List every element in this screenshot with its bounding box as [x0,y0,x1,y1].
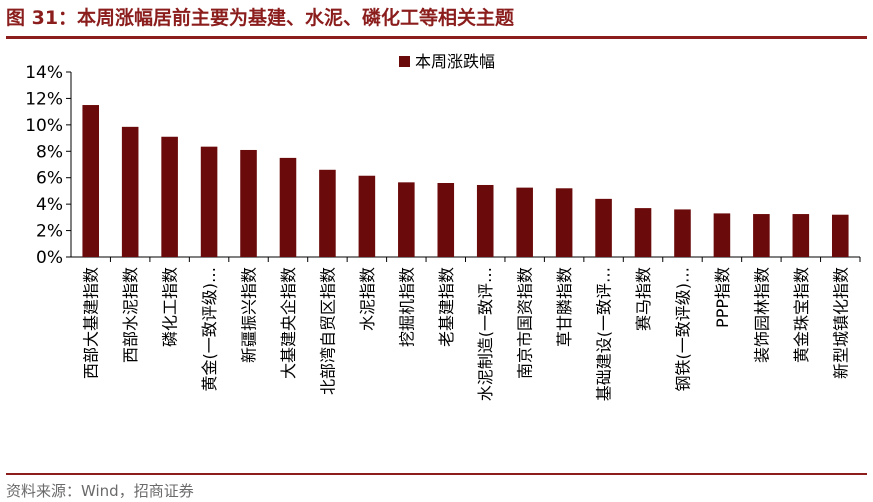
legend-swatch [399,56,410,67]
y-tick-label: 2% [36,222,63,242]
bar [713,213,731,257]
bar [358,175,376,257]
bar [595,198,612,257]
footer-rule [6,473,867,475]
x-tick-label: 黄金珠宝指数 [792,267,811,363]
x-tick-label: 新型城镇化指数 [831,267,850,379]
x-tick-label: 磷化工指数 [161,267,180,347]
bar [831,214,849,257]
bar [792,214,810,257]
bar [240,149,257,257]
x-tick-label: 赛马指数 [634,267,653,331]
y-tick-label: 8% [36,142,63,162]
x-tick-label: 南京市国资指数 [516,267,535,379]
bar [82,105,100,258]
y-tick-label: 12% [25,89,63,109]
x-tick-label: 北部湾自贸区指数 [318,267,337,395]
y-tick-label: 0% [36,248,63,268]
title-rule [6,36,867,39]
legend-label: 本周涨跌幅 [415,52,495,71]
bar [437,183,455,257]
x-tick-label: 草甘膦指数 [555,267,574,347]
x-tick-label: 大基建央企指数 [279,267,298,379]
x-tick-label: 新疆振兴指数 [240,267,259,363]
x-tick-label: 西部水泥指数 [121,267,140,363]
x-tick-label: 基础建设(一致评… [595,267,614,401]
bar-chart: 0% 2% 4% 6% 8% 10% 12% 14% 西部大基建指数 西部水泥指数 磷化工指数 黄金(… [25,52,861,401]
bar [634,208,652,257]
bar [753,214,770,257]
x-tick-label: PPP指数 [713,267,732,328]
y-tick-label: 6% [36,169,63,189]
source-note: 资料来源：Wind，招商证券 [6,482,194,500]
x-tick-label: 钢铁(一致评级)… [673,267,692,392]
bar [476,184,494,257]
x-tick-label: 水泥制造(一致评… [476,267,495,401]
bar [319,169,336,257]
bar [674,209,691,257]
bar [121,126,139,257]
y-tick-label: 14% [25,63,63,83]
x-tick-label: 水泥指数 [358,267,377,331]
bar [398,182,415,257]
x-tick-label: 装饰园林指数 [752,267,771,363]
x-tick-label: 西部大基建指数 [82,267,101,379]
bar [200,146,218,257]
y-tick-label: 4% [36,195,63,215]
bar [555,188,573,257]
bar [516,187,533,257]
bar [279,157,297,257]
x-tick-label: 老基建指数 [437,267,456,347]
bar [161,136,178,257]
y-tick-label: 10% [25,116,63,136]
x-tick-label: 挖掘机指数 [397,267,416,347]
figure-title: 图 31：本周涨幅居前主要为基建、水泥、磷化工等相关主题 [6,7,515,29]
x-tick-label: 黄金(一致评级)… [200,267,219,392]
